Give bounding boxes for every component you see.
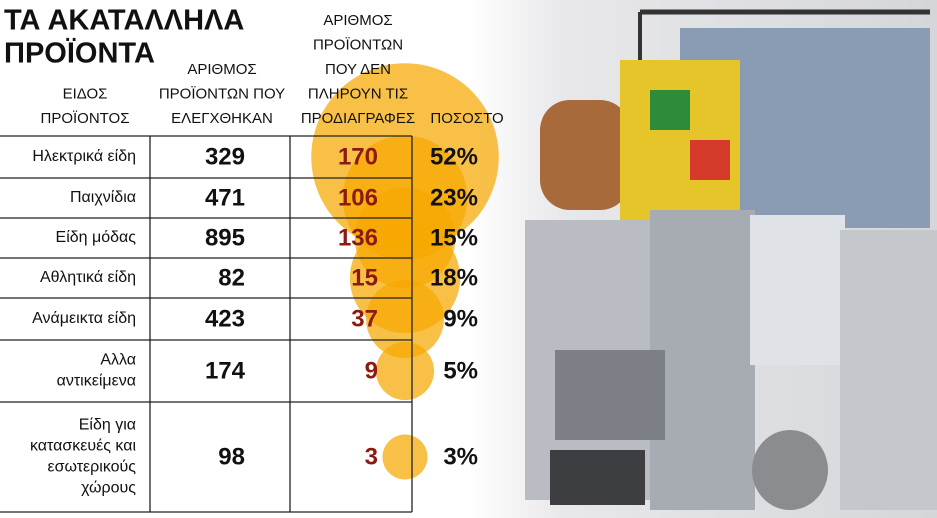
column-header: ΑΡΙΘΜΟΣ xyxy=(323,12,392,29)
checked-count: 329 xyxy=(205,143,245,170)
column-header: ΑΡΙΘΜΟΣ xyxy=(187,61,256,78)
column-header: ΠΟΣΟΣΤΟ xyxy=(430,110,503,127)
product-name: κατασκευές και xyxy=(30,438,137,455)
column-header: ΠΛΗΡΟΥΝ ΤΙΣ xyxy=(308,85,408,102)
share-label: 52% xyxy=(430,143,478,170)
share-label: 5% xyxy=(443,357,478,384)
column-header: ΠΡΟΔΙΑΓΡΑΦΕΣ xyxy=(301,110,415,127)
product-name: χώρους xyxy=(81,480,136,497)
failed-count: 15 xyxy=(351,264,378,291)
failed-count: 170 xyxy=(338,143,378,170)
failed-count: 136 xyxy=(338,224,378,251)
product-name: εσωτερικούς xyxy=(47,459,136,476)
failed-count: 106 xyxy=(338,184,378,211)
share-bubble xyxy=(375,341,435,401)
column-header: ΠΡΟΪΟΝΤΩΝ ΠΟΥ xyxy=(159,85,285,102)
share-bubble xyxy=(366,280,444,358)
failed-count: 3 xyxy=(365,443,378,470)
column-header: ΠΡΟΪΟΝΤΟΣ xyxy=(40,110,129,127)
table-grid xyxy=(0,135,413,513)
failed-count: 37 xyxy=(351,305,378,332)
checked-count: 423 xyxy=(205,305,245,332)
column-header: ΠΟΥ ΔΕΝ xyxy=(325,61,391,78)
title: ΠΡΟΪΟΝΤΑ xyxy=(4,37,155,70)
share-bubble xyxy=(382,434,428,480)
product-name: Αθλητικά είδη xyxy=(40,269,136,286)
checked-count: 471 xyxy=(205,184,245,211)
column-header: ΠΡΟΪΟΝΤΩΝ xyxy=(313,36,403,53)
checked-count: 98 xyxy=(218,443,245,470)
title: ΤΑ ΑΚΑΤΑΛΛΗΛΑ xyxy=(4,5,244,37)
checked-count: 82 xyxy=(218,264,245,291)
product-name: Παιχνίδια xyxy=(70,189,136,206)
share-label: 15% xyxy=(430,224,478,251)
checked-count: 895 xyxy=(205,224,245,251)
share-label: 23% xyxy=(430,184,478,211)
product-name: Αλλα xyxy=(100,352,136,369)
column-header: ΕΙΔΟΣ xyxy=(63,85,108,102)
bubbles xyxy=(311,63,499,480)
checked-count: 174 xyxy=(205,357,246,384)
product-name: Είδη για xyxy=(79,417,136,434)
share-label: 3% xyxy=(443,443,478,470)
product-photo xyxy=(470,0,937,518)
product-name: Ανάμεικτα είδη xyxy=(32,310,136,327)
column-header: ΕΛΕΓΧΘΗΚΑΝ xyxy=(171,110,273,127)
product-name: Ηλεκτρικά είδη xyxy=(32,148,136,165)
product-name: Είδη μόδας xyxy=(56,229,137,246)
failed-count: 9 xyxy=(365,357,378,384)
share-label: 18% xyxy=(430,264,478,291)
share-label: 9% xyxy=(443,305,478,332)
product-name: αντικείμενα xyxy=(57,373,136,390)
